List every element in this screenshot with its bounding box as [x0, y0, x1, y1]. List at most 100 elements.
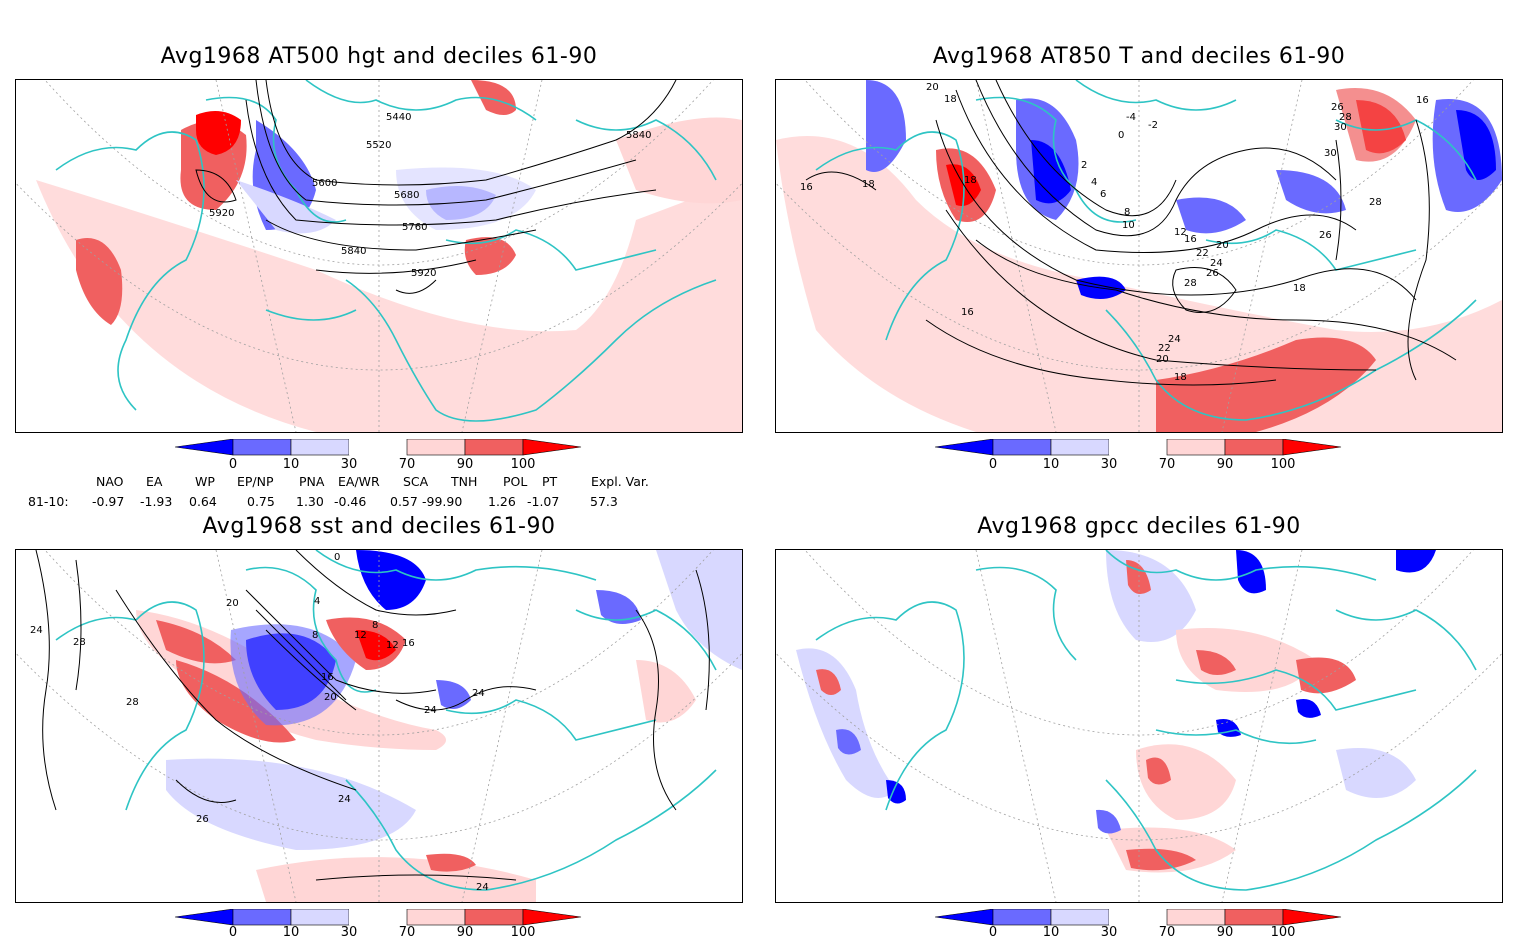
index-value: -0.97: [92, 494, 125, 509]
map-sst-svg: 0 4 8 12 16 20 24 24 24 28 28 24 26 20 8…: [16, 550, 742, 902]
graticule: [16, 550, 742, 902]
panel-title-hgt: Avg1968 AT500 hgt and deciles 61-90: [160, 44, 598, 69]
colorbar-svg: [934, 438, 1342, 456]
contour-label: -2: [1148, 120, 1158, 131]
anomaly-shading: [230, 624, 356, 726]
index-value: -1.93: [140, 494, 173, 509]
contour-label: 24: [424, 705, 437, 716]
index-value: 0.75: [247, 494, 275, 509]
anomaly-shading: [166, 758, 416, 850]
contour-label: 12: [354, 630, 367, 641]
anomaly-shading: [356, 630, 396, 661]
colorbar-svg: [174, 438, 582, 456]
map-t850: 20 18 18 16 18 -4 -2 0 2 4 6 8 10 12 16 …: [775, 79, 1503, 433]
colorbar-tick: 90: [1216, 925, 1234, 940]
contour-label: 12: [386, 640, 399, 651]
anomaly-shading: [471, 80, 516, 115]
contour-label: 8: [1124, 207, 1130, 218]
contour-label: 5680: [394, 190, 419, 201]
anomaly-shading: [616, 117, 742, 204]
contour-label: 5840: [626, 130, 651, 141]
index-value: 0.57: [390, 494, 418, 509]
colorbar-tick: 0: [228, 925, 238, 940]
contour-label: 28: [73, 637, 86, 648]
colorbar-top-left: 0 10 30 70 90 100: [174, 438, 595, 475]
colorbar-tick: 100: [1270, 457, 1296, 472]
contour-label: 22: [1196, 248, 1209, 259]
contour-label: 18: [944, 94, 957, 105]
contour-label: 18: [1293, 283, 1306, 294]
colorbar-tick: 70: [1158, 457, 1176, 472]
anomaly-shading: [1176, 197, 1246, 234]
index-header: WP: [195, 474, 215, 489]
anomaly-shading: [1031, 140, 1071, 204]
colorbar-top-right: 0 10 30 70 90 100: [934, 438, 1355, 475]
map-gpcc-svg: [776, 550, 1502, 902]
index-header: PNA: [299, 474, 325, 489]
contour-label: 2: [1081, 160, 1087, 171]
panel-title-gpcc: Avg1968 gpcc deciles 61-90: [977, 514, 1301, 539]
anomaly-shading: [464, 237, 516, 275]
contour-label: -4: [1126, 112, 1136, 123]
temperature-contours: [805, 80, 1457, 386]
contour-label: 10: [1122, 220, 1135, 231]
contour-label: 12: [1174, 227, 1187, 238]
anomaly-shading: [866, 80, 906, 172]
contour-label: 26: [196, 814, 209, 825]
anomaly-shading: [396, 167, 536, 230]
contour-label: 16: [800, 182, 813, 193]
height-contours: [195, 80, 677, 294]
anomaly-shading: [436, 680, 471, 709]
contour-label: 24: [472, 688, 485, 699]
anomaly-shading: [156, 620, 236, 664]
contour-label: 18: [1174, 372, 1187, 383]
colorbar-tick: 70: [398, 457, 416, 472]
anomaly-shading: [596, 590, 641, 624]
anomaly-shading: [1276, 170, 1346, 214]
graticule: [776, 550, 1502, 902]
anomaly-shading: [236, 180, 336, 234]
index-row-label: 81-10:: [28, 494, 69, 509]
contour-label: 22: [1158, 343, 1171, 354]
sst-contours: [35, 550, 710, 881]
map-t850-svg: 20 18 18 16 18 -4 -2 0 2 4 6 8 10 12 16 …: [776, 80, 1502, 432]
contour-label: 30: [1334, 122, 1347, 133]
index-value: 1.26: [488, 494, 516, 509]
graticule: [776, 80, 1502, 432]
index-value: 57.3: [590, 494, 618, 509]
contour-label: 4: [314, 596, 320, 607]
contour-label: 20: [1156, 354, 1169, 365]
contour-label: 20: [324, 692, 337, 703]
index-value: -0.46: [334, 494, 367, 509]
index-header: NAO: [96, 474, 124, 489]
anomaly-shading: [1336, 88, 1416, 162]
contour-label: 24: [476, 882, 489, 893]
contour-label: 18: [862, 179, 875, 190]
index-header: EA/WR: [338, 474, 380, 489]
colorbar-tick: 90: [456, 457, 474, 472]
contour-label: 26: [1206, 268, 1219, 279]
contour-label: 20: [226, 598, 239, 609]
contour-label: 5520: [366, 140, 391, 151]
index-header: SCA: [403, 474, 429, 489]
anomaly-shading: [356, 550, 426, 610]
contour-label: 8: [372, 620, 378, 631]
anomaly-shading: [76, 238, 123, 325]
colorbar-tick: 70: [1158, 925, 1176, 940]
colorbar-tick: 70: [398, 925, 416, 940]
colorbar-tick: 0: [988, 925, 998, 940]
contour-label: 0: [334, 552, 340, 563]
index-header: TNH: [451, 474, 478, 489]
colorbar-tick: 10: [282, 925, 300, 940]
contour-label: 24: [1210, 258, 1223, 269]
contour-label: 5840: [341, 246, 366, 257]
contour-label: 18: [964, 175, 977, 186]
contour-label: 28: [126, 697, 139, 708]
precip-shading: [796, 550, 1436, 873]
colorbar-tick: 90: [456, 925, 474, 940]
coastlines: [55, 80, 717, 422]
contour-label: 28: [1184, 278, 1197, 289]
colorbar-tick: 100: [510, 457, 536, 472]
contour-label: 30: [1324, 148, 1337, 159]
colorbar-tick: 30: [1100, 457, 1118, 472]
